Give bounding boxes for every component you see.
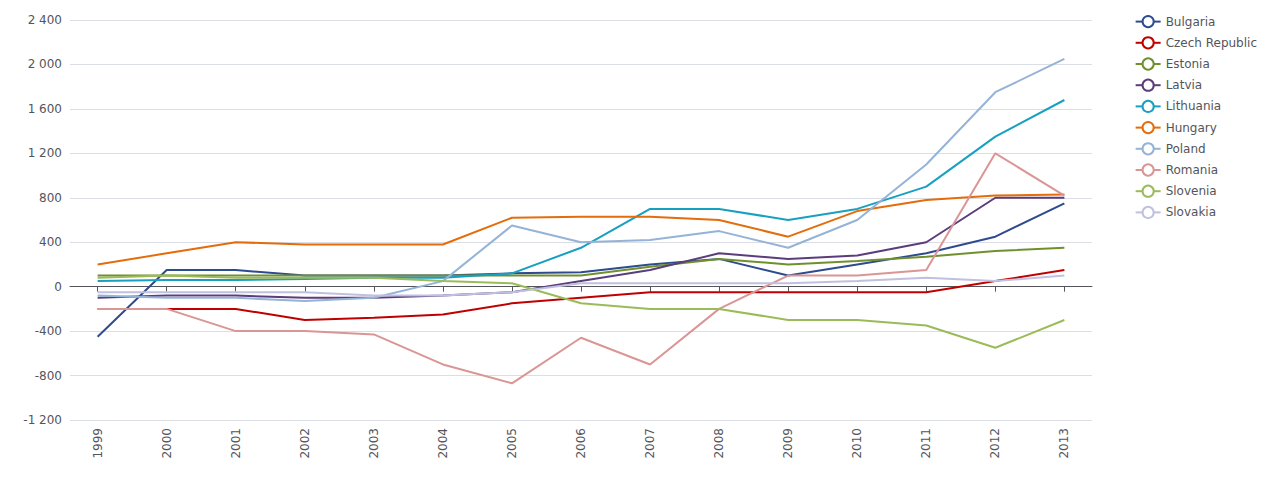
svg-text:2011: 2011 <box>919 428 933 459</box>
svg-text:2001: 2001 <box>229 428 243 459</box>
svg-text:2003: 2003 <box>367 428 381 459</box>
svg-text:2009: 2009 <box>781 428 795 459</box>
svg-text:2004: 2004 <box>436 428 450 459</box>
svg-text:Czech Republic: Czech Republic <box>1166 36 1257 50</box>
svg-text:2002: 2002 <box>298 428 312 459</box>
svg-text:1999: 1999 <box>91 428 105 459</box>
svg-text:-400: -400 <box>35 324 62 338</box>
svg-text:1 600: 1 600 <box>28 102 62 116</box>
svg-text:1 200: 1 200 <box>28 146 62 160</box>
svg-text:2005: 2005 <box>505 428 519 459</box>
svg-text:2008: 2008 <box>712 428 726 459</box>
svg-text:2000: 2000 <box>160 428 174 459</box>
svg-text:Estonia: Estonia <box>1166 57 1210 71</box>
svg-text:Slovakia: Slovakia <box>1166 205 1216 219</box>
svg-text:-800: -800 <box>35 369 62 383</box>
svg-text:Poland: Poland <box>1166 142 1206 156</box>
svg-text:2010: 2010 <box>850 428 864 459</box>
svg-text:2006: 2006 <box>574 428 588 459</box>
svg-text:Romania: Romania <box>1166 163 1218 177</box>
svg-text:2013: 2013 <box>1057 428 1071 459</box>
svg-text:800: 800 <box>39 191 62 205</box>
svg-text:-1 200: -1 200 <box>23 413 62 427</box>
svg-text:Latvia: Latvia <box>1166 78 1203 92</box>
svg-text:Hungary: Hungary <box>1166 121 1217 135</box>
svg-text:2 000: 2 000 <box>28 57 62 71</box>
svg-text:Bulgaria: Bulgaria <box>1166 15 1216 29</box>
svg-text:Slovenia: Slovenia <box>1166 184 1217 198</box>
svg-text:Lithuania: Lithuania <box>1166 99 1222 113</box>
svg-text:400: 400 <box>39 235 62 249</box>
svg-text:2 400: 2 400 <box>28 13 62 27</box>
svg-text:2012: 2012 <box>988 428 1002 459</box>
svg-text:0: 0 <box>54 280 62 294</box>
svg-text:2007: 2007 <box>643 428 657 459</box>
